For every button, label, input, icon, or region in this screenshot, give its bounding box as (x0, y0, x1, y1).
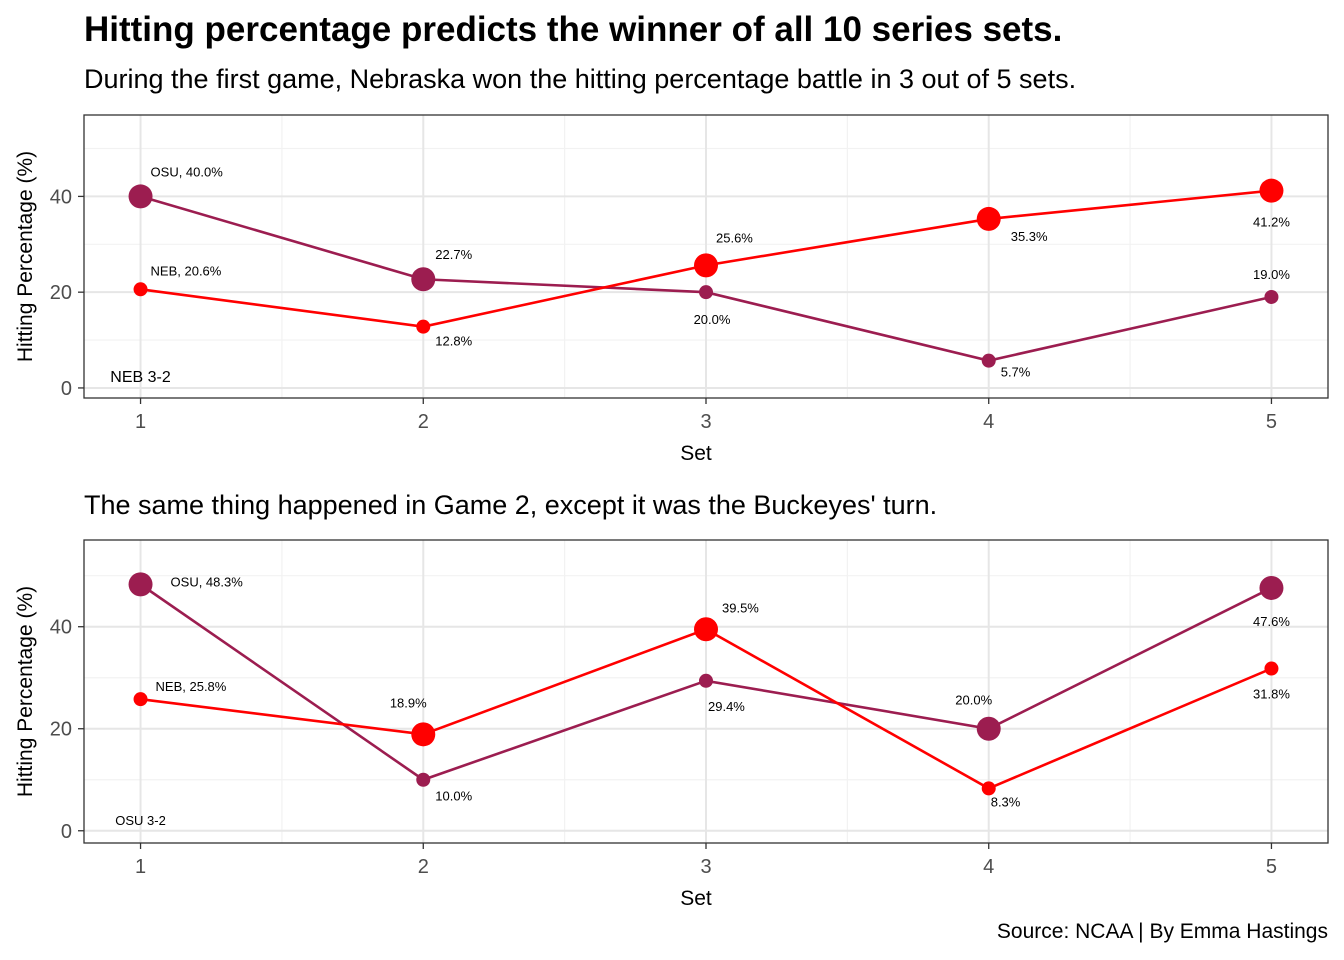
point-label-osu: 20.0% (955, 693, 992, 708)
point-neb (133, 692, 148, 707)
point-label-osu: OSU, 40.0% (151, 164, 224, 179)
y-tick-label: 20 (50, 719, 72, 741)
point-osu (981, 353, 996, 368)
point-label-neb: 31.8% (1253, 687, 1290, 702)
series-result-label: OSU 3-2 (115, 813, 166, 828)
chart-caption: Source: NCAA | By Emma Hastings (996, 920, 1328, 943)
x-tick-label: 2 (418, 411, 429, 433)
point-neb (981, 781, 996, 796)
point-osu (1264, 289, 1279, 304)
chart-subtitle-game2: The same thing happened in Game 2, excep… (84, 490, 938, 520)
x-axis-title: Set (680, 442, 712, 465)
point-label-neb: 25.6% (716, 230, 753, 245)
x-tick-label: 5 (1266, 856, 1277, 878)
y-tick-label: 0 (61, 821, 72, 843)
point-label-neb: 18.9% (390, 695, 427, 710)
point-neb (694, 253, 718, 278)
y-tick-label: 0 (61, 378, 72, 400)
point-label-osu: 22.7% (435, 247, 472, 262)
chart-title: Hitting percentage predicts the winner o… (84, 10, 1063, 49)
point-neb (133, 282, 148, 297)
point-osu (128, 572, 153, 597)
point-label-osu: 29.4% (708, 699, 745, 714)
chart-panel-2: 1 2 3 4 5 0 20 40 Set Hitting Percentage (%) OSU, … (14, 539, 1329, 910)
point-label-osu: 20.0% (694, 312, 731, 327)
point-neb (416, 319, 431, 334)
y-axis-title: Hitting Percentage (%) (14, 151, 37, 362)
point-label-osu: OSU, 48.3% (171, 574, 244, 589)
point-neb (694, 617, 718, 642)
point-neb (976, 206, 1001, 231)
x-tick-label: 2 (418, 856, 429, 878)
point-label-neb: 41.2% (1253, 215, 1290, 230)
point-label-osu: 10.0% (435, 789, 472, 804)
y-tick-label: 40 (50, 617, 72, 639)
point-osu (699, 673, 713, 688)
point-label-neb: NEB, 25.8% (156, 679, 227, 694)
point-label-neb: 39.5% (722, 600, 759, 615)
point-osu (411, 267, 436, 292)
x-tick-label: 3 (700, 411, 711, 433)
chart-panel-1: 1 2 3 4 5 0 20 40 Set Hitting Percentage (%) OSU, … (14, 114, 1329, 465)
point-label-neb: NEB, 20.6% (151, 263, 222, 278)
x-tick-label: 1 (135, 856, 146, 878)
point-osu (416, 772, 431, 787)
series-result-label: NEB 3-2 (110, 369, 171, 386)
chart-subtitle-game1: During the first game, Nebraska won the … (84, 64, 1077, 94)
point-label-osu: 5.7% (1001, 365, 1031, 380)
point-label-neb: 8.3% (991, 794, 1021, 809)
point-neb (1259, 178, 1284, 203)
x-axis-title: Set (680, 887, 712, 910)
x-tick-label: 1 (135, 411, 146, 433)
x-tick-label: 5 (1266, 411, 1277, 433)
point-osu (699, 285, 713, 300)
point-osu (976, 716, 1001, 741)
y-axis-title: Hitting Percentage (%) (14, 586, 37, 797)
y-tick-label: 20 (50, 282, 72, 304)
point-neb (1264, 661, 1279, 676)
x-tick-label: 4 (983, 411, 994, 433)
point-label-neb: 35.3% (1011, 229, 1048, 244)
point-osu (128, 184, 153, 209)
x-tick-label: 3 (700, 856, 711, 878)
point-osu (1259, 575, 1284, 600)
point-label-osu: 47.6% (1253, 614, 1290, 629)
point-label-neb: 12.8% (435, 334, 472, 349)
point-neb (411, 722, 436, 747)
point-label-osu: 19.0% (1253, 267, 1290, 282)
x-tick-label: 4 (983, 856, 994, 878)
y-tick-label: 40 (50, 186, 72, 208)
